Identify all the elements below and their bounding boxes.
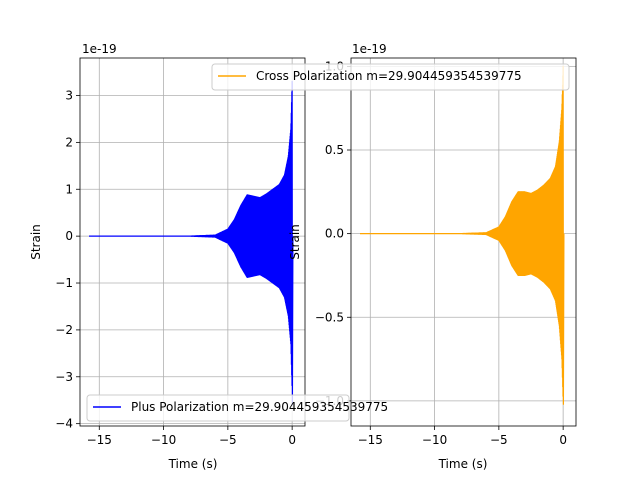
plus-axes-spines (79, 57, 306, 427)
cross-y-axis-label: Strain (288, 224, 302, 260)
plus-legend-label: Plus Polarization m=29.904459354539775 (131, 400, 388, 414)
plus-y-offset-text: 1e-19 (82, 42, 117, 56)
plus-x-axis-label: Time (s) (168, 457, 218, 471)
plus-series-plot (88, 80, 294, 406)
cross-x-tick-label: 0 (559, 433, 567, 447)
plus-legend: Plus Polarization m=29.904459354539775 (86, 394, 388, 422)
plus-y-tick-label: 1 (65, 182, 73, 196)
plus-y-tick-label: 0 (65, 229, 73, 243)
cross-axes-spines (350, 57, 577, 427)
cross-legend: Cross Polarization m=29.904459354539775 (211, 63, 570, 91)
plus-x-tick-label: 0 (288, 433, 296, 447)
cross-x-tick-label: −10 (422, 433, 447, 447)
cross-y-tick-label: 0.0 (325, 227, 344, 241)
cross-x-tick-label: −5 (490, 433, 508, 447)
cross-x-axis-label: Time (s) (438, 457, 488, 471)
cross-y-offset-text: 1e-19 (352, 42, 387, 56)
cross-series-plot (359, 65, 565, 405)
plus-axes-frame (79, 57, 306, 427)
plus-y-tick-label: 2 (65, 135, 73, 149)
cross-x-tick-label: −15 (358, 433, 383, 447)
cross-y-tick-label: 0.5 (325, 143, 344, 157)
plus-y-axis-label: Strain (29, 224, 43, 260)
cross-axes-frame (350, 57, 577, 427)
plus-y-tick-label: −2 (55, 323, 73, 337)
plus-y-tick-label: −1 (55, 276, 73, 290)
cross-x-ticks: −15 −10 −5 0 (358, 426, 567, 447)
cross-y-tick-label: −0.5 (315, 310, 344, 324)
plus-y-ticks: −4 −3 −2 −1 0 1 2 3 (55, 89, 80, 431)
plus-x-tick-label: −15 (87, 433, 112, 447)
cross-legend-label: Cross Polarization m=29.904459354539775 (256, 69, 522, 83)
plus-legend-box (86, 394, 350, 422)
plus-y-tick-label: −3 (55, 370, 73, 384)
plus-x-ticks: −15 −10 −5 0 (87, 426, 296, 447)
plus-series-line (88, 80, 294, 406)
plus-x-tick-label: −5 (219, 433, 237, 447)
cross-legend-box (211, 63, 570, 91)
plus-y-tick-label: 3 (65, 89, 73, 103)
plus-x-tick-label: −10 (151, 433, 176, 447)
cross-series-line (359, 65, 565, 405)
plus-y-tick-label: −4 (55, 417, 73, 431)
